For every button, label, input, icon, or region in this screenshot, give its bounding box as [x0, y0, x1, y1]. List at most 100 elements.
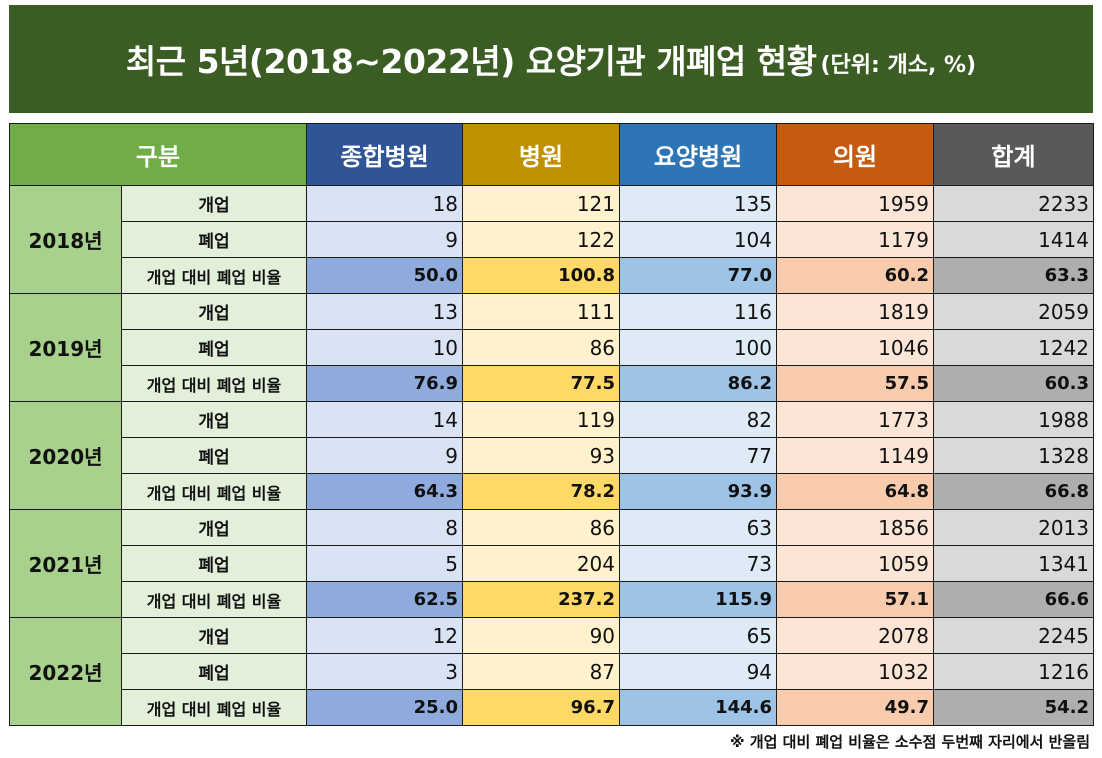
row-label: 개업 [120, 293, 308, 330]
value-cell: 57.5 [776, 365, 935, 402]
closed-row: 폐업 5 204 73 1059 1341 [10, 545, 1095, 582]
header-nursing-hospital: 요양병원 [619, 123, 778, 186]
value-cell: 49.7 [776, 689, 935, 726]
value-cell: 2233 [933, 185, 1095, 222]
status-table: 구분 종합병원 병원 요양병원 의원 합계 2018년 개업 18 121 135 195… [8, 123, 1095, 726]
value-cell: 93.9 [619, 473, 778, 510]
header-general-hospital: 종합병원 [306, 123, 464, 186]
value-cell: 1328 [933, 437, 1095, 474]
value-cell: 1242 [933, 329, 1095, 366]
closed-row: 폐업 3 87 94 1032 1216 [10, 653, 1095, 690]
value-cell: 1959 [776, 185, 935, 222]
value-cell: 1059 [776, 545, 935, 582]
value-cell: 5 [306, 545, 464, 582]
value-cell: 104 [619, 221, 778, 258]
row-label: 개업 대비 폐업 비율 [120, 365, 308, 402]
value-cell: 90 [462, 617, 621, 654]
year-cell: 2019년 [9, 293, 122, 402]
row-label: 개업 대비 폐업 비율 [120, 581, 308, 618]
opened-row: 2020년 개업 14 119 82 1773 1988 [9, 401, 1095, 510]
value-cell: 63 [619, 509, 778, 546]
header-row: 구분 종합병원 병원 요양병원 의원 합계 [8, 123, 1095, 186]
value-cell: 3 [306, 653, 464, 690]
value-cell: 1414 [933, 221, 1095, 258]
ratio-row: 개업 대비 폐업 비율 62.5 237.2 115.9 57.1 66.6 [10, 581, 1095, 618]
value-cell: 100 [619, 329, 778, 366]
row-label: 폐업 [120, 437, 308, 474]
year-cell: 2020년 [9, 401, 122, 510]
row-label: 개업 대비 폐업 비율 [120, 689, 308, 726]
row-label: 폐업 [120, 329, 308, 366]
value-cell: 13 [306, 293, 464, 330]
ratio-row: 개업 대비 폐업 비율 64.3 78.2 93.9 64.8 66.8 [10, 473, 1095, 510]
closed-row: 폐업 9 122 104 1179 1414 [10, 221, 1095, 258]
value-cell: 93 [462, 437, 621, 474]
header-category: 구분 [8, 123, 308, 186]
value-cell: 1819 [776, 293, 935, 330]
value-cell: 1046 [776, 329, 935, 366]
ratio-row: 개업 대비 폐업 비율 76.9 77.5 86.2 57.5 60.3 [10, 365, 1095, 402]
page-title: 최근 5년(2018~2022년) 요양기관 개폐업 현황 [125, 42, 817, 81]
value-cell: 10 [306, 329, 464, 366]
value-cell: 119 [462, 401, 621, 438]
value-cell: 14 [306, 401, 464, 438]
header-total: 합계 [933, 123, 1095, 186]
value-cell: 122 [462, 221, 621, 258]
value-cell: 18 [306, 185, 464, 222]
value-cell: 237.2 [462, 581, 621, 618]
value-cell: 116 [619, 293, 778, 330]
value-cell: 1179 [776, 221, 935, 258]
value-cell: 1988 [933, 401, 1095, 438]
row-label: 개업 [120, 401, 308, 438]
value-cell: 121 [462, 185, 621, 222]
year-cell: 2021년 [9, 509, 122, 618]
value-cell: 115.9 [619, 581, 778, 618]
opened-row: 2018년 개업 18 121 135 1959 2233 [9, 185, 1095, 294]
value-cell: 66.8 [933, 473, 1095, 510]
value-cell: 2013 [933, 509, 1095, 546]
value-cell: 100.8 [462, 257, 621, 294]
opened-row: 2022년 개업 12 90 65 2078 2245 [9, 617, 1095, 726]
value-cell: 60.3 [933, 365, 1095, 402]
value-cell: 62.5 [306, 581, 464, 618]
value-cell: 87 [462, 653, 621, 690]
row-label: 개업 대비 폐업 비율 [120, 473, 308, 510]
value-cell: 1216 [933, 653, 1095, 690]
opened-row: 2019년 개업 13 111 116 1819 2059 [9, 293, 1095, 402]
row-label: 폐업 [120, 545, 308, 582]
value-cell: 1149 [776, 437, 935, 474]
value-cell: 77.5 [462, 365, 621, 402]
ratio-row: 개업 대비 폐업 비율 50.0 100.8 77.0 60.2 63.3 [10, 257, 1095, 294]
row-label: 개업 [120, 617, 308, 654]
value-cell: 82 [619, 401, 778, 438]
closed-row: 폐업 9 93 77 1149 1328 [10, 437, 1095, 474]
value-cell: 54.2 [933, 689, 1095, 726]
value-cell: 64.8 [776, 473, 935, 510]
value-cell: 76.9 [306, 365, 464, 402]
unit-label: (단위: 개소, %) [820, 53, 977, 78]
value-cell: 94 [619, 653, 778, 690]
value-cell: 135 [619, 185, 778, 222]
year-cell: 2022년 [9, 617, 122, 726]
value-cell: 2245 [933, 617, 1095, 654]
opened-row: 2021년 개업 8 86 63 1856 2013 [9, 509, 1095, 618]
value-cell: 60.2 [776, 257, 935, 294]
title-banner: 최근 5년(2018~2022년) 요양기관 개폐업 현황 (단위: 개소, %… [9, 5, 1093, 113]
value-cell: 86 [462, 329, 621, 366]
row-label: 개업 대비 폐업 비율 [120, 257, 308, 294]
closed-row: 폐업 10 86 100 1046 1242 [10, 329, 1095, 366]
row-label: 개업 [120, 509, 308, 546]
value-cell: 73 [619, 545, 778, 582]
value-cell: 77.0 [619, 257, 778, 294]
value-cell: 50.0 [306, 257, 464, 294]
value-cell: 57.1 [776, 581, 935, 618]
ratio-row: 개업 대비 폐업 비율 25.0 96.7 144.6 49.7 54.2 [10, 689, 1095, 726]
value-cell: 204 [462, 545, 621, 582]
year-cell: 2018년 [9, 185, 122, 294]
value-cell: 1032 [776, 653, 935, 690]
row-label: 폐업 [120, 653, 308, 690]
value-cell: 65 [619, 617, 778, 654]
value-cell: 25.0 [306, 689, 464, 726]
value-cell: 66.6 [933, 581, 1095, 618]
row-label: 폐업 [120, 221, 308, 258]
